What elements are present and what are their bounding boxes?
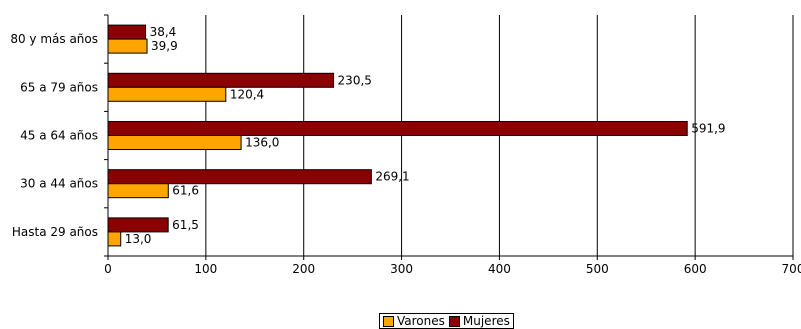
legend-label-mujeres: Mujeres xyxy=(462,314,510,328)
x-tick-label: 0 xyxy=(104,262,112,276)
bar-varones xyxy=(107,38,148,54)
bar-varones xyxy=(107,183,169,199)
bar-mujeres xyxy=(107,72,335,88)
data-label: 13,0 xyxy=(125,232,152,246)
legend-item-mujeres: Mujeres xyxy=(448,314,510,328)
category-label: 80 y más años xyxy=(10,32,98,46)
bar-mujeres xyxy=(107,121,688,136)
x-tick-label: 300 xyxy=(390,262,413,276)
bar-mujeres xyxy=(107,169,372,185)
x-tick-label: 100 xyxy=(194,262,217,276)
data-label: 38,4 xyxy=(150,25,177,39)
category-label: 45 a 64 años xyxy=(20,129,98,143)
category-label: 65 a 79 años xyxy=(20,80,98,94)
bar-mujeres xyxy=(107,24,147,40)
bar-varones xyxy=(107,86,227,102)
x-tick-label: 700 xyxy=(782,262,801,276)
legend-label-varones: Varones xyxy=(397,314,445,328)
x-tick-label: 600 xyxy=(684,262,707,276)
data-label: 269,1 xyxy=(375,170,409,184)
category-label: 30 a 44 años xyxy=(20,177,98,191)
bar-varones xyxy=(107,231,122,247)
category-label: Hasta 29 años xyxy=(12,225,98,239)
x-tick-label: 200 xyxy=(292,262,315,276)
data-label: 61,6 xyxy=(172,184,199,198)
data-label: 120,4 xyxy=(230,87,264,101)
legend-item-varones: Varones xyxy=(383,314,445,328)
data-label: 61,5 xyxy=(172,218,199,232)
bar-varones xyxy=(107,135,242,150)
data-label: 230,5 xyxy=(338,73,372,87)
legend: Varones Mujeres xyxy=(379,313,514,329)
x-tick-label: 500 xyxy=(586,262,609,276)
data-label: 591,9 xyxy=(691,122,725,136)
legend-swatch-mujeres xyxy=(448,315,460,327)
data-label: 39,9 xyxy=(151,39,178,53)
x-tick-label: 400 xyxy=(488,262,511,276)
legend-swatch-varones xyxy=(383,315,394,327)
data-label: 136,0 xyxy=(245,136,279,150)
bar-mujeres xyxy=(107,217,169,233)
